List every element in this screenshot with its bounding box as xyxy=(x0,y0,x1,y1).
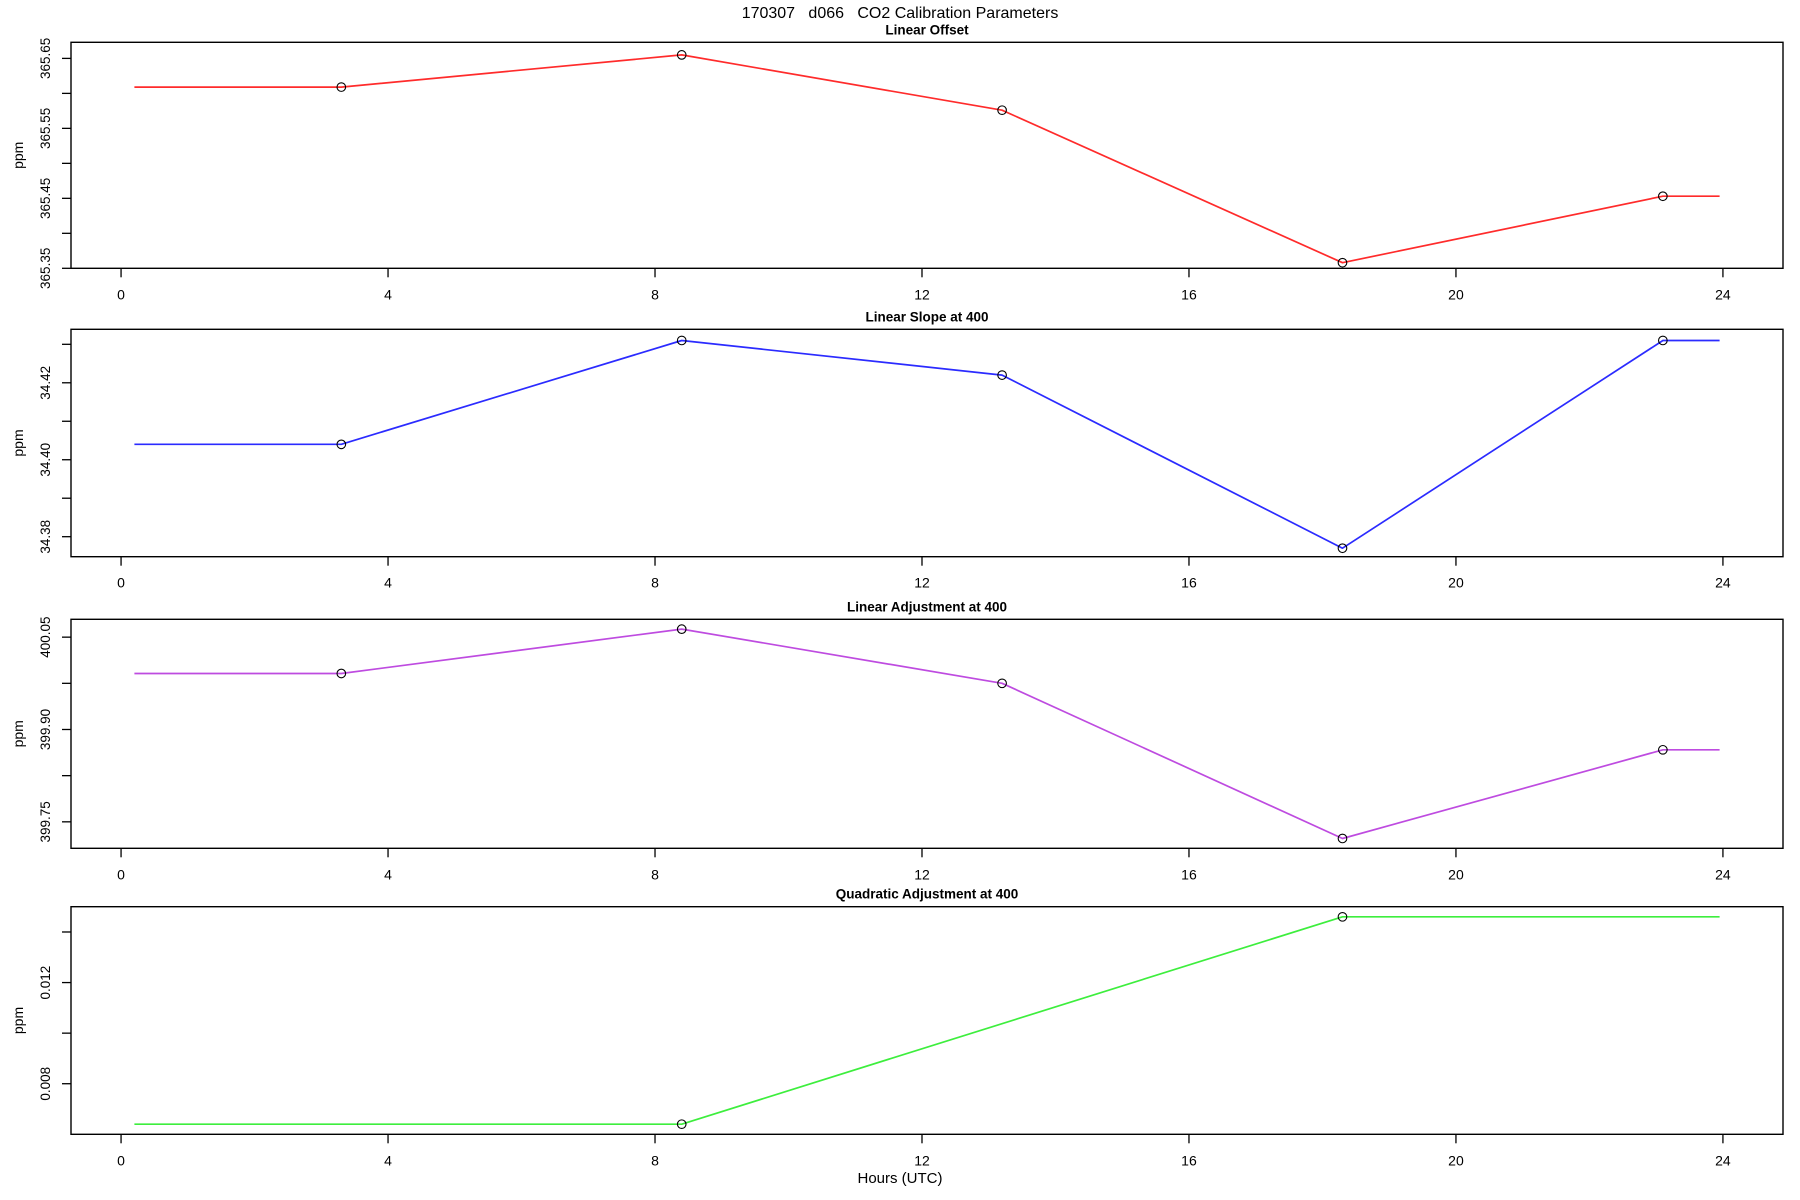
data-point xyxy=(997,678,1007,689)
data-point xyxy=(997,370,1007,380)
x-tick-label: 4 xyxy=(384,1152,392,1168)
y-tick-label: 365.65 xyxy=(38,38,53,79)
data-point xyxy=(1658,744,1668,755)
panel-title: Linear Slope at 400 xyxy=(865,309,988,324)
data-point xyxy=(1337,911,1348,922)
x-tick-label: 8 xyxy=(651,1152,659,1168)
y-axis-unit-label: ppm xyxy=(10,429,26,456)
x-tick-label: 8 xyxy=(651,866,659,882)
data-point xyxy=(1658,335,1668,346)
data-point xyxy=(336,668,347,679)
x-tick-label: 0 xyxy=(117,866,125,882)
data-point xyxy=(336,82,347,92)
plot-box xyxy=(70,328,1784,558)
x-tick-label: 24 xyxy=(1715,866,1731,882)
data-point xyxy=(676,1119,687,1130)
panel-linear-adjustment-at-400: Linear Adjustment at 400 399.75 399.90 400.… xyxy=(10,599,1784,882)
y-tick-label: 399.75 xyxy=(38,801,53,842)
y-tick-label: 0.012 xyxy=(38,966,53,1000)
data-line xyxy=(134,339,1720,550)
x-tick-label: 20 xyxy=(1448,286,1464,302)
y-axis-unit-label: ppm xyxy=(10,142,26,169)
plot-box xyxy=(70,618,1784,849)
data-point xyxy=(1337,833,1348,844)
x-tick-label: 0 xyxy=(117,575,125,591)
data-point xyxy=(336,439,347,450)
x-tick-label: 24 xyxy=(1715,1152,1731,1168)
y-tick-label: 34.40 xyxy=(38,443,53,477)
x-tick-label: 12 xyxy=(914,286,930,302)
panel-title: Linear Offset xyxy=(885,22,969,37)
data-point xyxy=(997,105,1007,116)
panel-linear-offset: Linear Offset 365.35 365.45 365.55 365.65 ppm… xyxy=(10,22,1784,302)
plot-box xyxy=(70,41,1784,269)
x-tick-label: 16 xyxy=(1181,866,1197,882)
y-tick-label: 34.42 xyxy=(38,366,53,400)
x-tick-label: 20 xyxy=(1448,866,1464,882)
x-tick-label: 12 xyxy=(914,1152,930,1168)
panel-title: Linear Adjustment at 400 xyxy=(847,599,1007,614)
x-tick-label: 24 xyxy=(1715,575,1731,591)
x-axis-label: Hours (UTC) xyxy=(857,1170,943,1187)
data-point xyxy=(676,50,687,60)
data-point xyxy=(1337,257,1348,268)
x-tick-label: 4 xyxy=(384,286,392,302)
y-tick-label: 0.008 xyxy=(38,1067,53,1101)
data-point xyxy=(1658,191,1668,202)
x-tick-label: 24 xyxy=(1715,286,1731,302)
x-tick-label: 20 xyxy=(1448,1152,1464,1168)
x-tick-label: 20 xyxy=(1448,575,1464,591)
data-point xyxy=(676,624,687,634)
x-tick-label: 8 xyxy=(651,575,659,591)
y-axis-unit-label: ppm xyxy=(10,1007,26,1034)
x-tick-label: 0 xyxy=(117,286,125,302)
x-tick-label: 0 xyxy=(117,1152,125,1168)
y-axis-unit-label: ppm xyxy=(10,720,26,747)
x-tick-label: 16 xyxy=(1181,1152,1197,1168)
data-point xyxy=(676,335,687,346)
x-tick-label: 16 xyxy=(1181,575,1197,591)
x-tick-label: 16 xyxy=(1181,286,1197,302)
y-tick-label: 365.45 xyxy=(38,178,53,219)
x-tick-label: 4 xyxy=(384,866,392,882)
y-tick-label: 400.05 xyxy=(38,617,53,658)
x-tick-label: 8 xyxy=(651,286,659,302)
data-line xyxy=(134,628,1720,840)
data-line xyxy=(134,915,1720,1126)
data-point xyxy=(1337,543,1348,554)
y-tick-label: 399.90 xyxy=(38,709,53,750)
plot-box xyxy=(70,906,1784,1136)
y-tick-label: 365.55 xyxy=(38,108,53,149)
data-line xyxy=(134,54,1720,264)
x-tick-label: 12 xyxy=(914,575,930,591)
y-tick-label: 34.38 xyxy=(38,520,53,554)
panel-linear-slope-at-400: Linear Slope at 400 34.38 34.40 34.42 ppm 0 4 8… xyxy=(10,309,1784,591)
x-tick-label: 4 xyxy=(384,575,392,591)
x-tick-label: 12 xyxy=(914,866,930,882)
y-tick-label: 365.35 xyxy=(38,248,53,289)
figure-title: 170307 d066 CO2 Calibration Parameters xyxy=(741,5,1059,22)
panel-title: Quadratic Adjustment at 400 xyxy=(836,887,1019,902)
panel-quadratic-adjustment-at-400: Quadratic Adjustment at 400 0.008 0.012 ppm… xyxy=(10,887,1784,1168)
